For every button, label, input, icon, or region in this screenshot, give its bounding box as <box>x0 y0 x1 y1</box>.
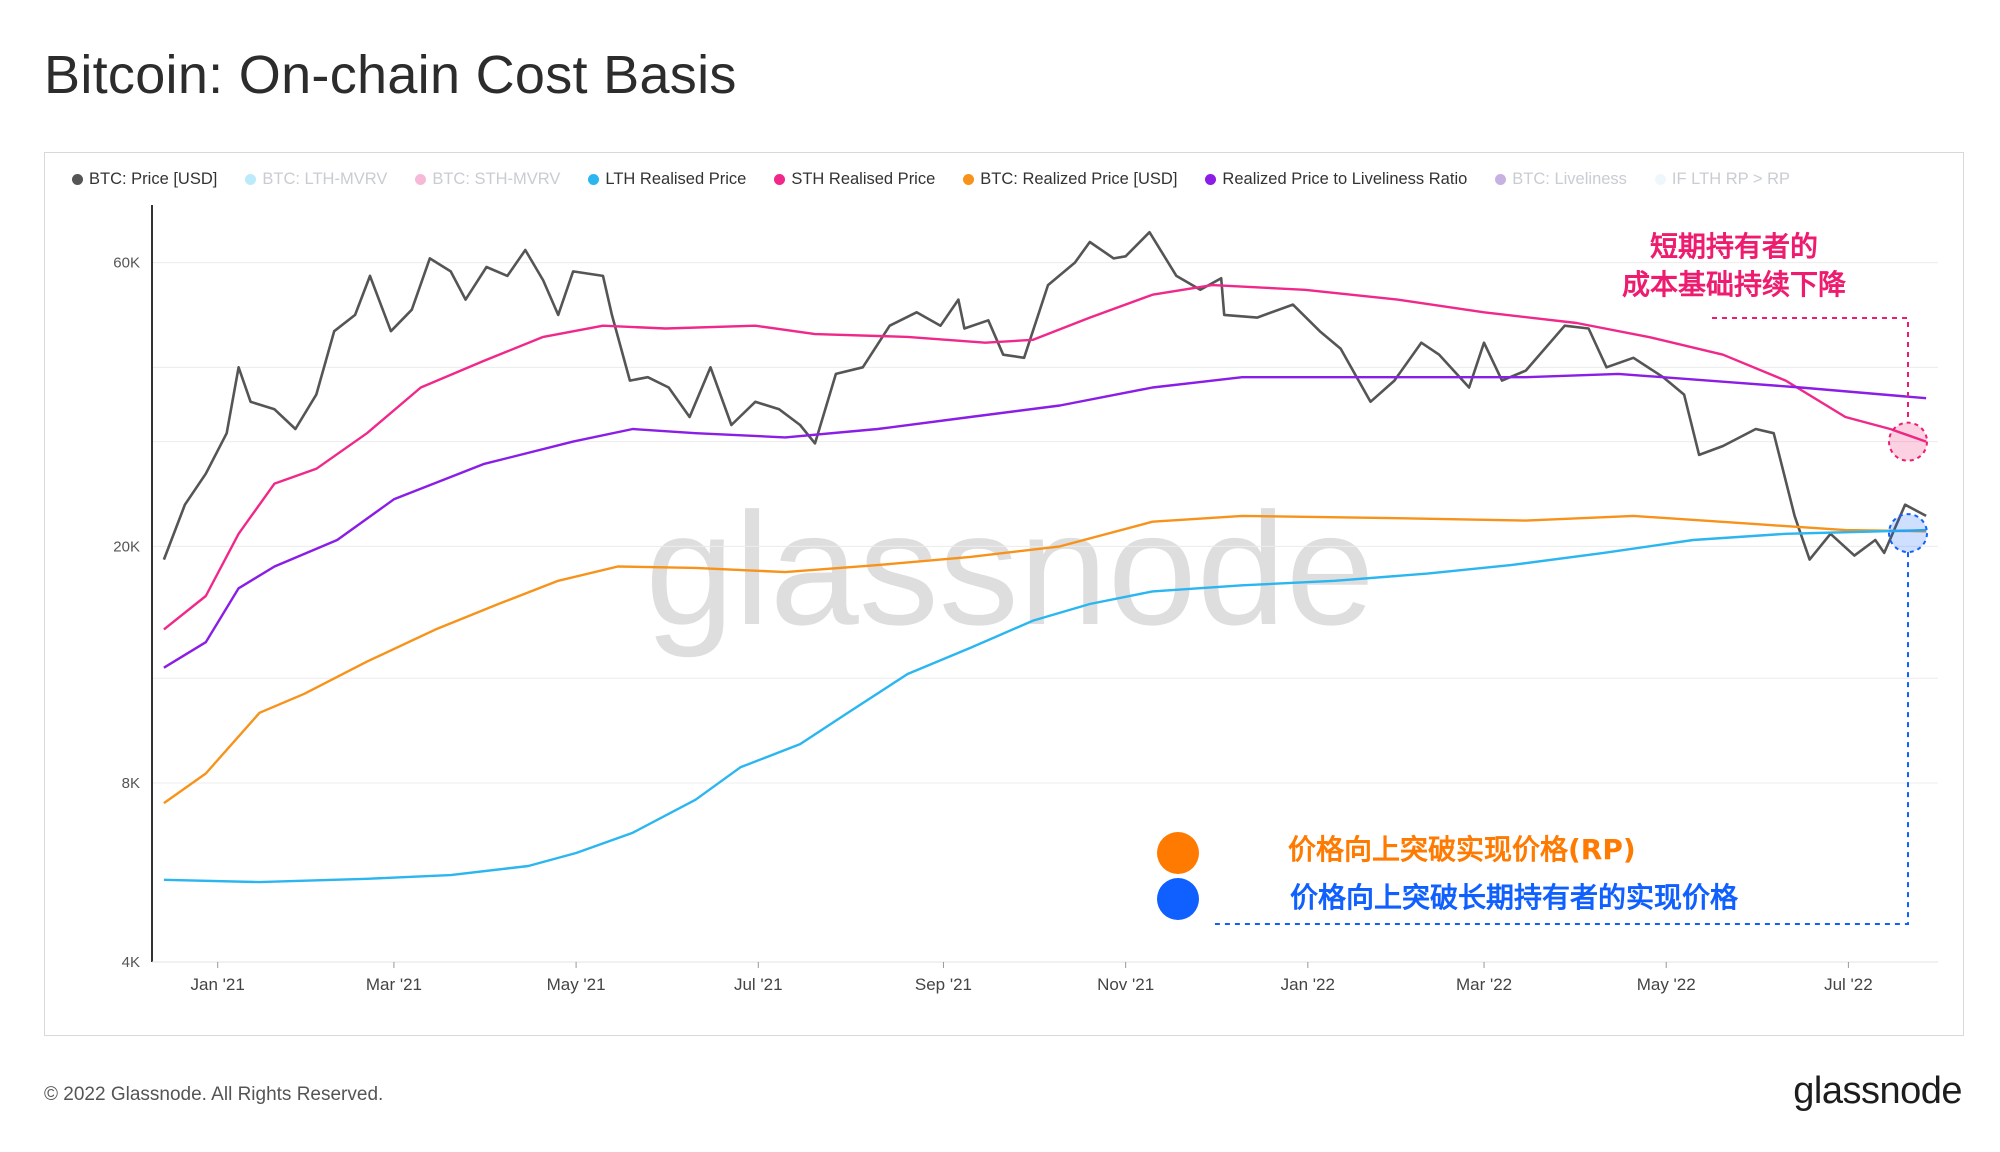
series-line <box>163 528 1927 884</box>
x-tick-label: Jul '22 <box>1824 975 1873 994</box>
lth-marker-dot <box>1157 878 1199 920</box>
sth-highlight-circle <box>1888 421 1928 462</box>
x-tick-label: May '22 <box>1637 975 1696 994</box>
legend-dot-icon <box>963 173 975 185</box>
grid-lines <box>151 205 1938 963</box>
x-tick-label: Nov '21 <box>1097 975 1154 994</box>
y-axis-ticks: 4K 8K 20K 60K <box>113 255 140 971</box>
legend-item[interactable]: Realized Price to Liveliness Ratio <box>1205 170 1467 189</box>
legend-item[interactable]: BTC: STH-MVRV <box>415 170 560 189</box>
legend-dot-icon <box>1205 173 1217 185</box>
legend-label: IF LTH RP > RP <box>1671 169 1791 188</box>
y-tick-label: 20K <box>113 538 140 555</box>
sth-guide-line <box>1712 317 1909 422</box>
legend-item[interactable]: IF LTH RP > RP <box>1654 169 1791 189</box>
x-tick-label: Jan '21 <box>191 975 245 994</box>
rp-break-annotation: 价格向上突破实现价格(RP) <box>1288 833 1636 866</box>
lth-guide-line <box>1212 552 1909 925</box>
legend-label: Realized Price to Liveliness Ratio <box>1222 169 1468 188</box>
x-tick-label: May '21 <box>547 975 606 994</box>
series-line <box>162 230 1927 561</box>
legend-item[interactable]: BTC: Realized Price [USD] <box>963 170 1177 189</box>
x-axis-ticks: Jan '21 Mar '21 May '21 Jul '21 Sep '21 Nov '… <box>191 962 1873 994</box>
page-title: Bitcoin: On-chain Cost Basis <box>44 45 737 105</box>
footer-copyright: © 2022 Glassnode. All Rights Reserved. <box>44 1084 384 1105</box>
annotation-overlays <box>1212 317 1928 925</box>
x-tick-label: Jan '22 <box>1281 975 1335 994</box>
legend-dot-icon <box>588 173 600 185</box>
legend-label: LTH Realised Price <box>605 169 747 188</box>
legend-dot-icon <box>245 173 257 185</box>
y-tick-label: 60K <box>113 255 140 272</box>
x-tick-label: Sep '21 <box>915 975 972 994</box>
y-tick-label: 8K <box>122 775 140 792</box>
rp-marker-dot <box>1157 832 1199 874</box>
legend-dot-icon <box>415 173 427 185</box>
legend-dot-icon <box>1495 173 1507 185</box>
x-tick-label: Jul '21 <box>734 975 783 994</box>
series-line <box>163 514 1927 805</box>
series-lines <box>162 230 1927 884</box>
footer-logo: glassnode <box>1793 1070 1962 1112</box>
legend-item[interactable]: LTH Realised Price <box>588 170 746 189</box>
series-line <box>163 283 1927 631</box>
sth-annotation: 短期持有者的 成本基础持续下降 <box>1584 228 1884 304</box>
legend-label: BTC: Realized Price [USD] <box>980 169 1178 188</box>
watermark: glassnode <box>645 479 1374 658</box>
legend-label: BTC: STH-MVRV <box>432 169 561 188</box>
sth-annotation-line1: 短期持有者的 <box>1649 230 1818 263</box>
legend-label: STH Realised Price <box>791 169 936 188</box>
legend-dot-icon <box>774 173 786 185</box>
chart-frame <box>44 152 1964 1036</box>
legend-item[interactable]: STH Realised Price <box>774 170 935 189</box>
legend-label: BTC: Liveliness <box>1512 169 1627 188</box>
x-tick-label: Mar '21 <box>366 975 422 994</box>
legend-dot-icon <box>1654 173 1666 185</box>
legend-dot-icon <box>72 173 83 185</box>
legend-item[interactable]: BTC: LTH-MVRV <box>245 170 387 189</box>
chart-legend: BTC: Price [USD] BTC: LTH-MVRV BTC: STH-MV… <box>72 167 1952 191</box>
lth-break-annotation: 价格向上突破长期持有者的实现价格 <box>1290 881 1739 914</box>
sth-annotation-line2: 成本基础持续下降 <box>1621 268 1846 301</box>
lth-highlight-circle <box>1888 513 1928 554</box>
legend-item[interactable]: BTC: Price [USD] <box>72 170 217 189</box>
legend-label: BTC: Price [USD] <box>89 169 218 188</box>
legend-label: BTC: LTH-MVRV <box>262 169 388 188</box>
series-line <box>163 372 1927 669</box>
x-tick-label: Mar '22 <box>1456 975 1512 994</box>
y-tick-label: 4K <box>122 954 140 971</box>
legend-item[interactable]: BTC: Liveliness <box>1495 170 1627 189</box>
